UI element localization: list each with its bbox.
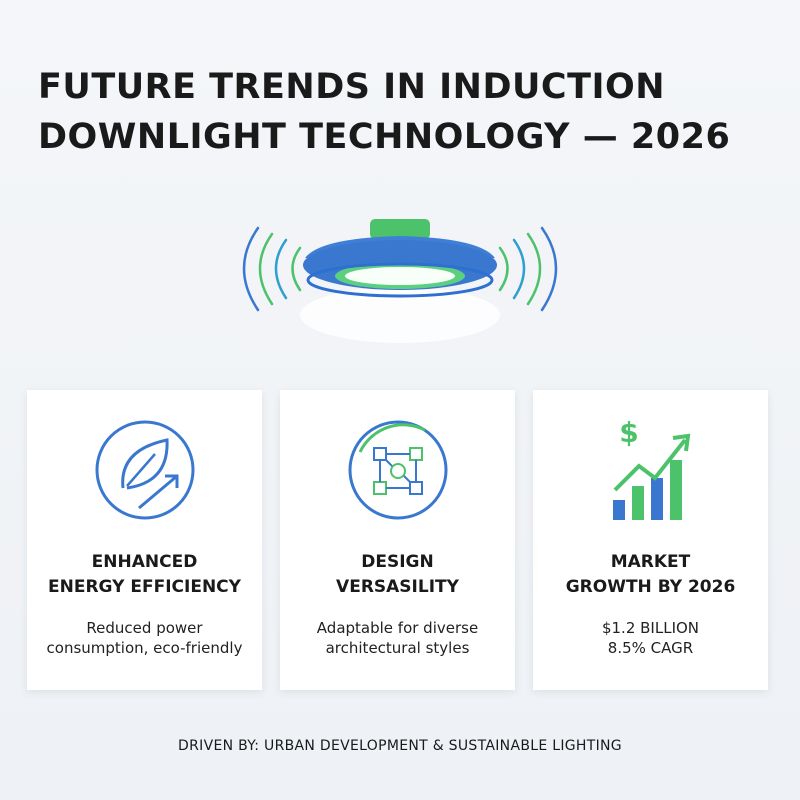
card: ENHANCED ENERGY EFFICIENCY Reduced power… [27, 390, 262, 690]
leaf-icon [95, 420, 195, 520]
card-text-line: consumption, eco-friendly [46, 639, 243, 657]
card-title-line: DESIGN [361, 552, 434, 572]
card-text: Adaptable for diverse architectural styl… [280, 618, 515, 658]
card-text: $1.2 BILLION 8.5% CAGR [533, 618, 768, 658]
card-text-line: $1.2 BILLION [601, 619, 700, 637]
title: FUTURE TRENDS IN INDUCTION DOWNLIGHT TEC… [38, 62, 730, 162]
card-title-line: VERSASILITY [336, 577, 459, 597]
card-title: DESIGN VERSASILITY [280, 550, 515, 600]
card: $ MARKET GROWTH BY 2026 $1.2 BILLION 8.5… [533, 390, 768, 690]
card-text-line: Reduced power [86, 619, 203, 637]
network-icon [348, 420, 448, 520]
card-title-line: GROWTH BY 2026 [565, 577, 736, 597]
dollar-icon: $ [619, 416, 638, 449]
card-text-line: Adaptable for diverse [316, 619, 479, 637]
card-text: Reduced power consumption, eco-friendly [27, 618, 262, 658]
card-title: ENHANCED ENERGY EFFICIENCY [27, 550, 262, 600]
title-line: DOWNLIGHT TECHNOLOGY — 2026 [38, 117, 731, 157]
title-line: FUTURE TRENDS IN INDUCTION [38, 67, 666, 107]
growth-icon: $ [613, 416, 691, 520]
footer: DRIVEN BY: URBAN DEVELOPMENT & SUSTAINAB… [178, 738, 622, 754]
card-text-line: 8.5% CAGR [607, 639, 694, 657]
card-title-line: MARKET [610, 552, 691, 572]
lamp-illustration [242, 219, 558, 343]
card-text-line: architectural styles [325, 639, 470, 657]
card-title-line: ENERGY EFFICIENCY [48, 577, 241, 597]
card-title: MARKET GROWTH BY 2026 [533, 550, 768, 600]
card: DESIGN VERSASILITY Adaptable for diverse… [280, 390, 515, 690]
card-title-line: ENHANCED [91, 552, 198, 572]
